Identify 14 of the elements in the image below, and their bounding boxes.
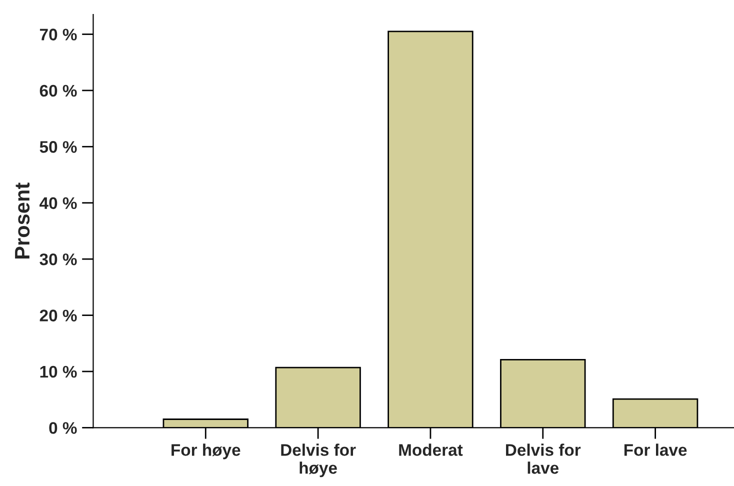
x-tick-label: Delvis for høye <box>281 444 356 478</box>
x-tick-label: For høye <box>172 444 240 460</box>
y-tick-label: 60 % <box>40 84 77 97</box>
x-tick-label: For lave <box>624 444 687 456</box>
y-tick-label: 0 % <box>49 422 77 434</box>
y-tick-label: 70 % <box>40 28 77 40</box>
y-axis-title: Prosent <box>15 182 30 259</box>
y-tick-label: 30 % <box>40 253 77 266</box>
y-tick-label: 50 % <box>40 141 77 153</box>
y-tick-label: 10 % <box>40 366 77 378</box>
x-tick-label: Delvis for lave <box>506 444 581 474</box>
x-tick-label: Moderat <box>399 444 463 456</box>
y-tick-label: 40 % <box>40 197 77 210</box>
y-tick-label: 20 % <box>40 310 77 322</box>
